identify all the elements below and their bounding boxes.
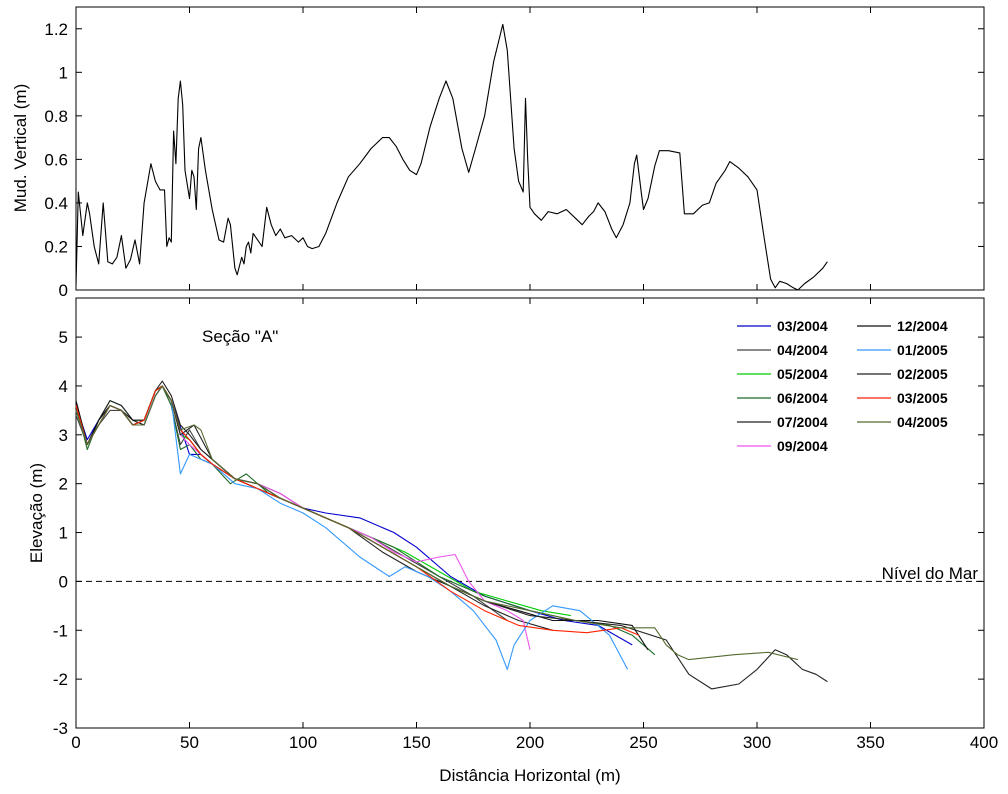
- y-tick-label: 1: [59, 524, 68, 543]
- y-tick-label: 0.6: [44, 150, 68, 169]
- legend-label: 04/2004: [777, 342, 828, 358]
- top-ticks: 0 0.2 0.4 0.6 0.8 1 1.2: [44, 7, 985, 300]
- top-series: [75, 23, 828, 291]
- legend: 03/2004 04/2004 05/2004 06/2004 07/2004 09/20…: [737, 318, 948, 454]
- y-tick-label: 5: [59, 328, 68, 347]
- legend-label: 05/2004: [777, 366, 828, 382]
- top-y-axis-label: Mud. Vertical (m): [11, 84, 30, 212]
- x-tick-label: 350: [856, 733, 884, 752]
- section-annotation: Seção "A": [202, 327, 278, 346]
- x-tick-label: 400: [970, 733, 998, 752]
- legend-label: 03/2005: [897, 390, 948, 406]
- legend-label: 12/2004: [897, 318, 948, 334]
- legend-label: 07/2004: [777, 414, 828, 430]
- legend-label: 01/2005: [897, 342, 948, 358]
- bottom-chart: 0 50 100 150 200 250 300 350 400 -3 -2 -1 0 1 2 3 4 5 Nív…: [27, 297, 998, 785]
- bottom-plot-frame: [75, 297, 985, 729]
- x-tick-label: 0: [71, 733, 80, 752]
- legend-label: 04/2005: [897, 414, 948, 430]
- legend-label: 03/2004: [777, 318, 828, 334]
- top-plot-frame: [75, 6, 985, 291]
- bottom-series: [75, 380, 828, 690]
- x-tick-label: 200: [516, 733, 544, 752]
- x-tick-label: 250: [629, 733, 657, 752]
- x-tick-label: 50: [180, 733, 199, 752]
- y-tick-label: 3: [59, 426, 68, 445]
- y-tick-label: 2: [59, 475, 68, 494]
- bottom-ticks: 0 50 100 150 200 250 300 350 400 -3 -2 -1 0 1 2 3 4 5: [53, 298, 998, 752]
- y-tick-label: -1: [53, 621, 68, 640]
- y-tick-label: -2: [53, 670, 68, 689]
- y-tick-label: -3: [53, 719, 68, 738]
- y-tick-label: 4: [59, 377, 68, 396]
- legend-label: 06/2004: [777, 390, 828, 406]
- series-line-04-2005: [75, 385, 799, 661]
- y-tick-label: 0: [59, 572, 68, 591]
- top-chart: 0 0.2 0.4 0.6 0.8 1 1.2 Mud. Vertical (m): [11, 6, 985, 300]
- legend-label: 09/2004: [777, 438, 828, 454]
- x-tick-label: 100: [289, 733, 317, 752]
- series-line-main: [75, 23, 828, 291]
- bottom-y-axis-label: Elevação (m): [27, 463, 46, 563]
- x-tick-label: 150: [402, 733, 430, 752]
- x-tick-label: 300: [743, 733, 771, 752]
- y-tick-label: 0.4: [44, 194, 68, 213]
- y-tick-label: 1: [59, 63, 68, 82]
- y-tick-label: 0.2: [44, 237, 68, 256]
- y-tick-label: 0: [59, 281, 68, 300]
- bottom-x-axis-label: Distância Horizontal (m): [439, 766, 620, 785]
- sea-level-label: Nível do Mar: [882, 564, 979, 583]
- y-tick-label: 1.2: [44, 20, 68, 39]
- y-tick-label: 0.8: [44, 107, 68, 126]
- legend-label: 02/2005: [897, 366, 948, 382]
